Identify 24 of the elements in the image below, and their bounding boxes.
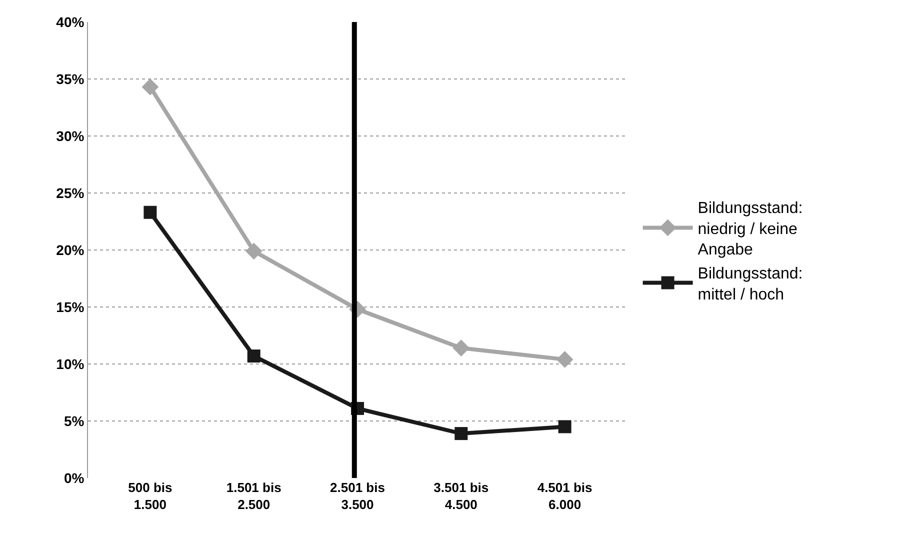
x-tick-label: 500 bis 1.500 (128, 480, 172, 512)
y-tick-label: 25% (56, 184, 85, 201)
legend-label: Bildungsstand: niedrig / keine Angabe (698, 200, 803, 259)
x-tick-label: 1.501 bis 2.500 (226, 480, 282, 512)
y-tick-label: 20% (56, 242, 85, 258)
point (454, 427, 468, 440)
legend-label: Bildungsstand: mittel / hoch (698, 266, 803, 304)
point (247, 350, 260, 363)
point (556, 350, 574, 368)
point (558, 420, 572, 434)
point (142, 78, 159, 96)
y-tick-label: 10% (56, 356, 85, 372)
y-tick-label: 30% (56, 128, 85, 144)
y-tick-label: 5% (64, 412, 85, 429)
y-tick-label: 0% (64, 470, 85, 486)
x-tick-label: 3.501 bis 4.500 (434, 480, 489, 512)
point (245, 242, 262, 260)
y-tick-label: 35% (56, 70, 85, 87)
point (452, 340, 470, 356)
point (144, 206, 157, 219)
x-tick-label: 2.501 bis 3.500 (330, 480, 385, 512)
y-tick-label: 15% (56, 298, 85, 315)
y-tick-label: 40% (56, 14, 85, 30)
x-tick-label: 4.501 bis 6.000 (537, 480, 592, 512)
